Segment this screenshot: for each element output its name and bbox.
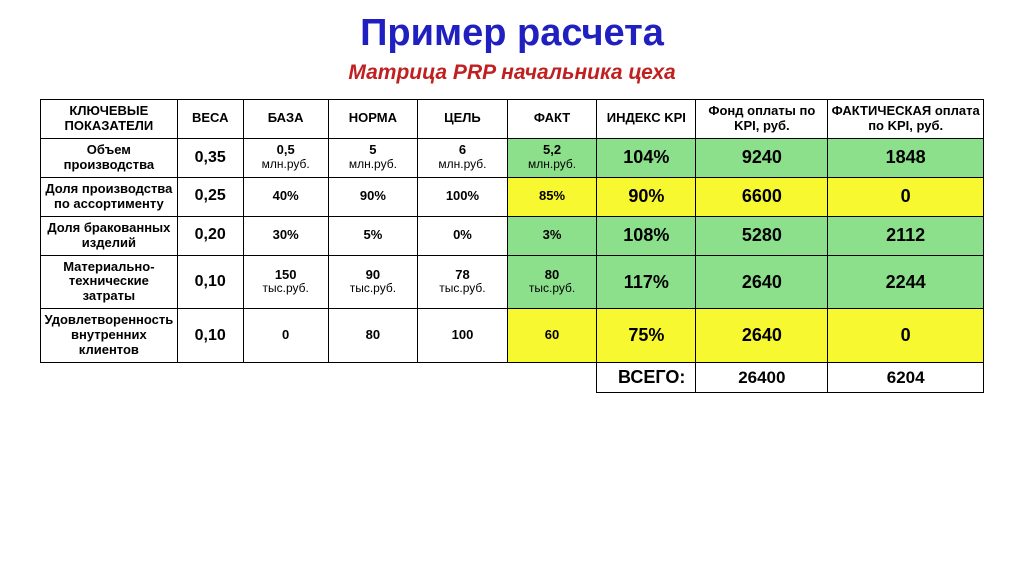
cell: Доля производства по ассортименту — [41, 177, 178, 216]
cell: 90тыс.руб. — [328, 255, 418, 309]
col-header-0: КЛЮЧЕВЫЕ ПОКАЗАТЕЛИ — [41, 100, 178, 139]
cell: 6млн.руб. — [418, 138, 508, 177]
cell: 0 — [828, 177, 984, 216]
cell: 150тыс.руб. — [243, 255, 328, 309]
cell: 75% — [597, 309, 696, 363]
cell: 2640 — [696, 309, 828, 363]
cell: 117% — [597, 255, 696, 309]
cell: 30% — [243, 216, 328, 255]
cell: Удовлетворенность внутренних клиентов — [41, 309, 178, 363]
table-row: Удовлетворенность внутренних клиентов0,1… — [41, 309, 984, 363]
cell: 0,5млн.руб. — [243, 138, 328, 177]
cell: 85% — [507, 177, 597, 216]
cell: 9240 — [696, 138, 828, 177]
header-row: КЛЮЧЕВЫЕ ПОКАЗАТЕЛИВЕСАБАЗАНОРМАЦЕЛЬФАКТ… — [41, 100, 984, 139]
cell: 104% — [597, 138, 696, 177]
col-header-1: ВЕСА — [177, 100, 243, 139]
table-row: Доля производства по ассортименту0,2540%… — [41, 177, 984, 216]
col-header-7: Фонд оплаты по KPI, руб. — [696, 100, 828, 139]
cell: 100 — [418, 309, 508, 363]
col-header-8: ФАКТИЧЕСКАЯ оплата по KPI, руб. — [828, 100, 984, 139]
table-row: Объем производства0,350,5млн.руб.5млн.ру… — [41, 138, 984, 177]
cell: 3% — [507, 216, 597, 255]
cell: Объем производства — [41, 138, 178, 177]
page-subtitle: Матрица PRP начальника цеха — [40, 61, 984, 85]
total-row: ВСЕГО: 26400 6204 — [41, 363, 984, 393]
col-header-6: ИНДЕКС KPI — [597, 100, 696, 139]
cell: 0,10 — [177, 255, 243, 309]
cell: 1848 — [828, 138, 984, 177]
cell: 40% — [243, 177, 328, 216]
cell: 78тыс.руб. — [418, 255, 508, 309]
cell: 100% — [418, 177, 508, 216]
cell: 6600 — [696, 177, 828, 216]
cell: 90% — [597, 177, 696, 216]
table-row: Доля бракованных изделий0,2030%5%0%3%108… — [41, 216, 984, 255]
cell: 0% — [418, 216, 508, 255]
col-header-2: БАЗА — [243, 100, 328, 139]
cell: 108% — [597, 216, 696, 255]
cell: 2112 — [828, 216, 984, 255]
cell: Материально-технические затраты — [41, 255, 178, 309]
cell: 0,10 — [177, 309, 243, 363]
cell: 5% — [328, 216, 418, 255]
col-header-3: НОРМА — [328, 100, 418, 139]
cell: 5280 — [696, 216, 828, 255]
col-header-4: ЦЕЛЬ — [418, 100, 508, 139]
total-actual: 6204 — [828, 363, 984, 393]
cell: 0 — [828, 309, 984, 363]
cell: 0,25 — [177, 177, 243, 216]
cell: 60 — [507, 309, 597, 363]
table-row: Материально-технические затраты0,10150ты… — [41, 255, 984, 309]
cell: 2640 — [696, 255, 828, 309]
cell: 80тыс.руб. — [507, 255, 597, 309]
total-label: ВСЕГО: — [597, 363, 696, 393]
cell: 90% — [328, 177, 418, 216]
cell: 80 — [328, 309, 418, 363]
cell: 0,20 — [177, 216, 243, 255]
col-header-5: ФАКТ — [507, 100, 597, 139]
cell: Доля бракованных изделий — [41, 216, 178, 255]
cell: 2244 — [828, 255, 984, 309]
page-title: Пример расчета — [40, 12, 984, 55]
cell: 0 — [243, 309, 328, 363]
cell: 5,2млн.руб. — [507, 138, 597, 177]
kpi-table: КЛЮЧЕВЫЕ ПОКАЗАТЕЛИВЕСАБАЗАНОРМАЦЕЛЬФАКТ… — [40, 99, 984, 393]
total-fund: 26400 — [696, 363, 828, 393]
cell: 0,35 — [177, 138, 243, 177]
cell: 5млн.руб. — [328, 138, 418, 177]
